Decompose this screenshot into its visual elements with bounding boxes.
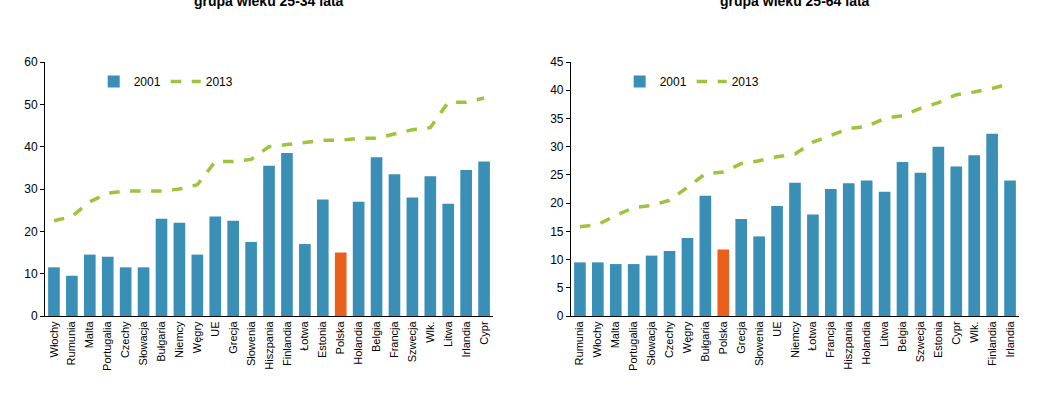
svg-text:2013: 2013 [206,75,233,89]
svg-text:2001: 2001 [134,75,161,89]
svg-text:30: 30 [24,182,38,196]
svg-text:Litwa: Litwa [442,321,454,348]
svg-text:Estonia: Estonia [316,321,328,359]
svg-text:45: 45 [550,55,564,69]
svg-text:Hiszpania: Hiszpania [842,321,854,370]
svg-text:Grecja: Grecja [735,321,747,354]
svg-text:UE: UE [209,321,221,336]
svg-text:Rumunia: Rumunia [65,321,77,366]
svg-text:Estonia: Estonia [932,321,944,359]
svg-text:Cypr: Cypr [950,321,962,345]
svg-text:grupa wieku 25-64 lata: grupa wieku 25-64 lata [720,0,870,9]
svg-text:30: 30 [550,140,564,154]
svg-text:Irlandia: Irlandia [460,321,472,358]
svg-text:15: 15 [550,225,564,239]
svg-text:Holandia: Holandia [860,321,872,365]
svg-text:Belgia: Belgia [896,321,908,352]
svg-text:Niemcy: Niemcy [789,321,801,358]
svg-text:10: 10 [24,267,38,281]
svg-text:Wlk.: Wlk. [968,321,980,342]
svg-text:2013: 2013 [732,75,759,89]
svg-text:Szwecja: Szwecja [914,321,926,363]
svg-text:Wlk.: Wlk. [424,321,436,342]
svg-text:0: 0 [557,309,564,323]
svg-text:Francja: Francja [388,321,400,359]
svg-text:20: 20 [550,196,564,210]
svg-text:Węgry: Węgry [191,321,203,353]
svg-text:Słowenia: Słowenia [245,321,257,367]
svg-text:Irlandia: Irlandia [1004,321,1016,358]
svg-text:Holandia: Holandia [352,321,364,365]
svg-text:Polska: Polska [717,321,729,355]
svg-text:Bułgaria: Bułgaria [155,321,167,362]
svg-text:Rumunia: Rumunia [573,321,585,366]
svg-text:Włochy: Włochy [48,321,60,358]
svg-text:Malta: Malta [83,321,95,349]
svg-text:Litwa: Litwa [878,321,890,348]
svg-text:Słowacja: Słowacja [137,321,149,366]
svg-text:2001: 2001 [660,75,687,89]
svg-text:Cypr: Cypr [478,321,490,345]
svg-text:Łotwa: Łotwa [298,321,310,351]
svg-text:Włochy: Włochy [591,321,603,358]
svg-text:Portugalia: Portugalia [101,321,113,371]
svg-text:60: 60 [24,55,38,69]
svg-text:35: 35 [550,112,564,126]
svg-text:Łotwa: Łotwa [806,321,818,351]
svg-text:Słowenia: Słowenia [753,321,765,367]
svg-text:20: 20 [24,225,38,239]
svg-text:Belgia: Belgia [370,321,382,352]
svg-text:Czechy: Czechy [119,321,131,358]
svg-text:Polska: Polska [334,321,346,355]
svg-text:Węgry: Węgry [681,321,693,353]
svg-text:Słowacja: Słowacja [645,321,657,366]
svg-text:Finlandia: Finlandia [986,321,998,367]
svg-text:Portugalia: Portugalia [627,321,639,371]
svg-text:0: 0 [31,309,38,323]
svg-text:Grecja: Grecja [227,321,239,354]
svg-text:Bułgaria: Bułgaria [699,321,711,362]
svg-text:10: 10 [550,253,564,267]
svg-text:40: 40 [550,83,564,97]
svg-text:50: 50 [24,98,38,112]
svg-text:UE: UE [771,321,783,336]
svg-text:40: 40 [24,140,38,154]
svg-text:5: 5 [557,281,564,295]
svg-text:25: 25 [550,168,564,182]
svg-text:Malta: Malta [609,321,621,349]
svg-text:Hiszpania: Hiszpania [263,321,275,370]
svg-text:Niemcy: Niemcy [173,321,185,358]
svg-text:Czechy: Czechy [663,321,675,358]
svg-text:Finlandia: Finlandia [281,321,293,367]
svg-text:grupa wieku 25-34 lata: grupa wieku 25-34 lata [194,0,344,9]
svg-text:Francja: Francja [824,321,836,359]
svg-text:Szwecja: Szwecja [406,321,418,363]
